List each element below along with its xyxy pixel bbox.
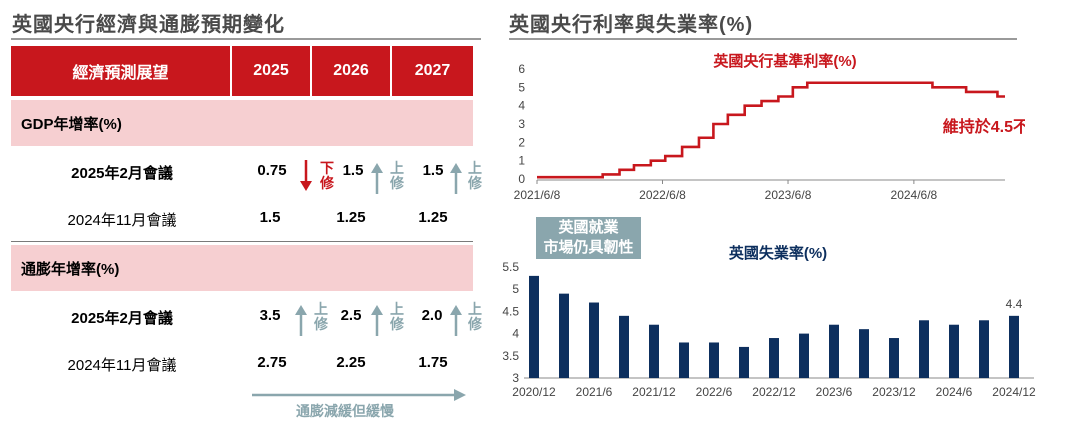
unemp-bar: [769, 338, 779, 378]
gdp-feb-2026: 1.5: [342, 162, 364, 179]
up-arrow-icon: [450, 305, 462, 336]
cpi-2025-note: 上修: [314, 301, 328, 332]
unemp-y-tick: 4.5: [502, 304, 519, 318]
unemployment-chart-title: 英國失業率(%): [729, 244, 827, 262]
rate-y-tick: 5: [518, 80, 525, 94]
unemp-x-tick: 2020/12: [512, 385, 556, 399]
cpi-feb-2026: 2.5: [340, 307, 362, 324]
gdp-nov-2026: 1.25: [336, 209, 366, 226]
unemp-x-tick: 2024/12: [992, 385, 1036, 399]
unemp-x-tick: 2021/6: [576, 385, 613, 399]
gdp-feb-2025: 0.75: [257, 162, 287, 179]
unemp-bar: [859, 329, 869, 378]
up-arrow-icon: [371, 163, 383, 194]
unemp-bar: [979, 320, 989, 378]
table-header-2027: 2027: [392, 46, 473, 96]
unemp-last-label: 4.4: [1006, 297, 1023, 311]
unemp-x-tick: 2022/12: [752, 385, 796, 399]
table-header-2026: 2026: [312, 46, 390, 96]
unemp-bar: [679, 342, 689, 378]
gdp-2026-note: 上修: [390, 160, 404, 191]
cpi-feb-2027: 2.0: [421, 307, 443, 324]
down-arrow-icon: [300, 160, 312, 191]
unemp-y-tick: 3.5: [502, 349, 519, 363]
section-divider: [11, 241, 473, 242]
up-arrow-icon: [450, 163, 462, 194]
gdp-row-nov-label: 2024年11月會議: [67, 212, 177, 229]
unemployment-chart: 英國失業率(%) 3 3.5 4 4.5 5 5.5 2020/12 2021/6 2021/1…: [502, 244, 1036, 399]
gdp-nov-2027: 1.25: [418, 209, 448, 226]
unemp-y-tick: 5: [512, 282, 519, 296]
unemp-bar: [829, 324, 839, 378]
rate-y-tick: 0: [518, 172, 525, 186]
gdp-2025-note: 下修: [320, 160, 334, 191]
rate-line: [537, 81, 1005, 179]
unemp-x-tick: 2024/6: [936, 385, 973, 399]
unemp-bar: [709, 342, 719, 378]
unemp-bar: [559, 293, 569, 378]
unemp-x-tick: 2021/12: [632, 385, 676, 399]
unemp-x-tick: 2023/6: [816, 385, 853, 399]
up-arrow-icon: [295, 305, 307, 336]
table-header-label: 經濟預測展望: [11, 46, 230, 96]
rate-x-tick: 2022/6/8: [639, 188, 686, 202]
unemp-bar: [1009, 315, 1019, 378]
right-title-rule: [509, 38, 1017, 40]
rate-y-tick: 2: [518, 135, 525, 149]
right-title: 英國央行利率與失業率(%): [509, 14, 754, 36]
rate-chart-title: 英國央行基準利率(%): [713, 52, 856, 70]
rate-y-tick: 1: [518, 154, 525, 168]
resilience-badge: 英國就業 市場仍具韌性: [536, 217, 641, 259]
unemp-bar: [649, 324, 659, 378]
unemp-y-tick: 3: [512, 371, 519, 385]
gdp-row-feb-label: 2025年2月會議: [71, 165, 173, 182]
unemp-x-tick: 2023/12: [872, 385, 916, 399]
right-arrow-icon: [252, 389, 466, 401]
unemp-bar: [739, 346, 749, 378]
unemp-x-tick: 2022/6: [696, 385, 733, 399]
rate-x-tick: 2021/6/8: [514, 188, 561, 202]
cpi-2026-note: 上修: [390, 301, 404, 332]
unemp-bar: [919, 320, 929, 378]
unemp-bar: [529, 275, 539, 378]
rate-annotation: 維持於4.5不變: [943, 117, 1025, 136]
rate-y-tick: 3: [518, 117, 525, 131]
rate-x-tick: 2024/6/8: [891, 188, 938, 202]
up-arrow-icon: [371, 305, 383, 336]
cpi-row-nov-label: 2024年11月會議: [67, 357, 177, 374]
rate-y-tick: 6: [518, 62, 525, 76]
gdp-2027-note: 上修: [468, 160, 482, 191]
left-title: 英國央行經濟與通膨預期變化: [12, 14, 285, 36]
cpi-row-feb-label: 2025年2月會議: [71, 310, 173, 327]
rate-chart: 英國央行基準利率(%) 維持於4.5不變 0 1 2 3 4 5 6 2021/6/8 2022…: [514, 52, 1025, 202]
rate-y-tick: 4: [518, 99, 525, 113]
cpi-nov-2027: 1.75: [418, 354, 448, 371]
unemp-bar: [619, 315, 629, 378]
cpi-nov-2026: 2.25: [336, 354, 366, 371]
unemp-bar: [799, 333, 809, 378]
left-title-rule: [11, 38, 481, 40]
rate-x-tick: 2023/6/8: [765, 188, 812, 202]
section-inflation: 通膨年增率(%): [11, 245, 473, 291]
unemp-y-tick: 4: [512, 327, 519, 341]
cpi-feb-2025: 3.5: [259, 307, 281, 324]
section-gdp: GDP年增率(%): [11, 100, 473, 146]
unemp-bar: [889, 338, 899, 378]
unemp-y-tick: 5.5: [502, 260, 519, 274]
unemp-bar: [949, 324, 959, 378]
cpi-2027-note: 上修: [468, 301, 482, 332]
unemp-bar: [589, 302, 599, 378]
gdp-feb-2027: 1.5: [422, 162, 444, 179]
table-header-2025: 2025: [232, 46, 310, 96]
footer-note: 通膨減緩但緩慢: [296, 403, 394, 419]
gdp-nov-2025: 1.5: [259, 209, 281, 226]
cpi-nov-2025: 2.75: [257, 354, 287, 371]
